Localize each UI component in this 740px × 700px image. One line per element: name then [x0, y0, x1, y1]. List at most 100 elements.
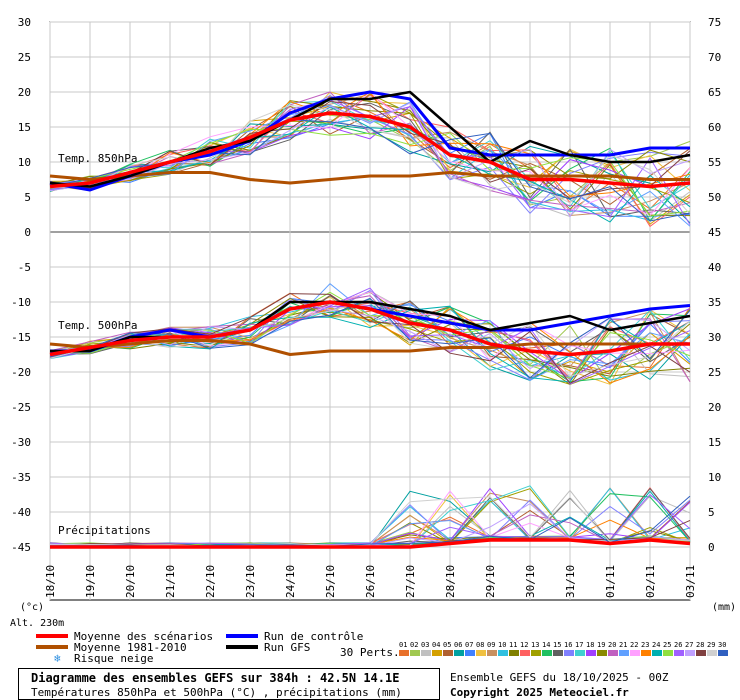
pert-legend-label: 02 [410, 641, 418, 649]
pert-legend-label: 22 [630, 641, 638, 649]
pert-legend-label: 06 [454, 641, 462, 649]
pert-legend-swatch [685, 650, 695, 656]
pert-line-850-29 [49, 104, 691, 215]
tick-label-x: 19/10 [84, 565, 97, 598]
pert-legend-label: 01 [399, 641, 407, 649]
tick-label-x: 23/10 [244, 565, 257, 598]
pert-legend-label: 18 [586, 641, 594, 649]
tick-label-left: -40 [11, 506, 31, 519]
perturbation-legend: 01 02 03 04 05 06 07 08 09 10 11 12 13 14 15 16 17 18 19 20… [399, 641, 728, 656]
unit-right: (mm) [712, 602, 736, 613]
pert-legend-swatch [718, 650, 728, 656]
tick-label-right: 55 [708, 156, 721, 169]
pert-legend-label: 30 [718, 641, 726, 649]
pert-line-500-28 [49, 293, 691, 384]
legend-control-label: Run de contrôle [264, 630, 363, 643]
pert-legend-label: 12 [520, 641, 528, 649]
snowflake-icon: ❄ [54, 652, 61, 665]
pert-legend-swatch [641, 650, 651, 656]
tick-label-right: 60 [708, 121, 721, 134]
pert-legend-label: 26 [674, 641, 682, 649]
pert-legend-swatch [531, 650, 541, 656]
pert-legend-label: 04 [432, 641, 440, 649]
unit-left: (°c) [20, 602, 44, 613]
tick-label-right: 45 [708, 226, 721, 239]
tick-label-right: 30 [708, 331, 721, 344]
pert-legend-swatch [465, 650, 475, 656]
pert-legend-swatch [564, 650, 574, 656]
label-layer: Temp. 850hPa Temp. 500hPa Précipitations… [10, 152, 736, 629]
footer-title-box: Diagramme des ensembles GEFS sur 384h : … [18, 668, 440, 700]
tick-label-left: 20 [18, 86, 31, 99]
pert-legend-label: 19 [597, 641, 605, 649]
tick-label-left: -45 [11, 541, 31, 554]
tick-label-x: 29/10 [484, 565, 497, 598]
legend: Moyenne des scénarios Moyenne 1981-2010 … [36, 630, 728, 665]
tick-label-left: -15 [11, 331, 31, 344]
tick-label-left: -25 [11, 401, 31, 414]
pert-legend-swatch [443, 650, 453, 656]
tick-label-x: 24/10 [284, 565, 297, 598]
pert-legend-swatch [674, 650, 684, 656]
pert-legend-label: 14 [542, 641, 550, 649]
tick-label-left: 10 [18, 156, 31, 169]
panel-label-850: Temp. 850hPa [58, 152, 137, 165]
pert-legend-swatch [707, 650, 717, 656]
tick-label-left: -5 [18, 261, 31, 274]
tick-label-x: 28/10 [444, 565, 457, 598]
series-line-t500_mean [49, 300, 690, 357]
pert-legend-swatch [586, 650, 596, 656]
pert-legend-swatch [432, 650, 442, 656]
pert-legend-swatch [520, 650, 530, 656]
main-series-lines [49, 90, 691, 549]
tick-label-right: 70 [708, 51, 721, 64]
pert-legend-swatch [553, 650, 563, 656]
pert-legend-swatch [421, 650, 431, 656]
tick-label-x: 26/10 [364, 565, 377, 598]
tick-label-right: 40 [708, 261, 721, 274]
tick-label-left: 0 [24, 226, 31, 239]
pert-legend-swatch [476, 650, 486, 656]
pert-legend-swatch [630, 650, 640, 656]
series-line-t500_clim [49, 339, 690, 356]
tick-label-left: 5 [24, 191, 31, 204]
pert-legend-label: 15 [553, 641, 561, 649]
tick-label-right: 65 [708, 86, 721, 99]
pert-line-500-17 [49, 306, 691, 378]
tick-label-left: -20 [11, 366, 31, 379]
footer-subtitle: Températures 850hPa et 500hPa (°C) , pré… [31, 686, 402, 699]
legend-perts-label: 30 Perts. [340, 646, 400, 659]
tick-label-x: 03/11 [684, 565, 697, 598]
tick-label-left: 15 [18, 121, 31, 134]
series-line-t850_clim [49, 171, 690, 185]
tick-label-right: 50 [708, 191, 721, 204]
pert-legend-label: 29 [707, 641, 715, 649]
pert-legend-label: 20 [608, 641, 616, 649]
pert-line-850-13 [49, 93, 691, 204]
pert-legend-label: 03 [421, 641, 429, 649]
pert-legend-label: 21 [619, 641, 627, 649]
pert-line-500-30 [49, 297, 691, 379]
pert-line-precip-26 [49, 493, 691, 547]
pert-legend-label: 05 [443, 641, 451, 649]
pert-legend-label: 24 [652, 641, 660, 649]
panel-label-500: Temp. 500hPa [58, 319, 137, 332]
tick-label-x: 20/10 [124, 565, 137, 598]
pert-legend-label: 11 [509, 641, 517, 649]
tick-label-x: 30/10 [524, 565, 537, 598]
pert-legend-swatch [597, 650, 607, 656]
tick-label-right: 35 [708, 296, 721, 309]
pert-legend-swatch [498, 650, 508, 656]
panel-label-precip: Précipitations [58, 524, 151, 537]
legend-mean-label: Moyenne des scénarios [74, 630, 213, 643]
pert-legend-label: 13 [531, 641, 539, 649]
series-line-t850_mean [49, 111, 691, 189]
legend-clim-label: Moyenne 1981-2010 [74, 641, 187, 654]
pert-legend-label: 23 [641, 641, 649, 649]
pert-legend-label: 10 [498, 641, 506, 649]
pert-legend-swatch [410, 650, 420, 656]
tick-label-right: 75 [708, 16, 721, 29]
tick-label-left: 30 [18, 16, 31, 29]
